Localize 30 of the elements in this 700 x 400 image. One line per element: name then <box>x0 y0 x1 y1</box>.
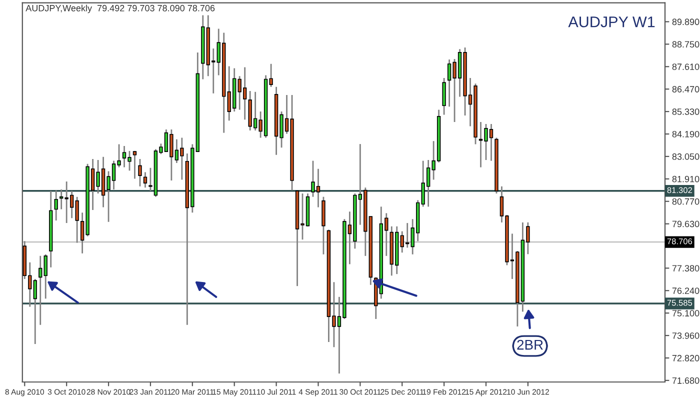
y-tick-label: 89.890 <box>672 18 700 26</box>
y-tick-label: 79.630 <box>672 220 700 228</box>
ref-line-label: 78.706 <box>667 238 692 244</box>
y-tick-label: 87.610 <box>672 64 700 70</box>
ref-line-label: 75.585 <box>667 300 692 306</box>
y-tick-label: 75.100 <box>672 310 700 316</box>
annotation: 2BR <box>517 340 543 350</box>
candlestick <box>132 150 137 180</box>
y-tick-label: 86.470 <box>672 86 700 92</box>
candlestick <box>54 190 58 222</box>
y-tick-label: 76.240 <box>672 288 700 294</box>
text: AUDJPY W1 <box>568 16 655 28</box>
y-tick-label: 83.050 <box>672 153 700 160</box>
candlestick <box>442 77 446 116</box>
y-tick-label: 73.960 <box>672 332 700 339</box>
chart-subtitle: AUDJPY,Weekly 79.492 79.703 78.090 78.706 <box>26 4 215 14</box>
y-tick-label: 84.190 <box>672 130 700 138</box>
ref-line-label: 81.302 <box>667 187 692 194</box>
y-tick-label: 85.330 <box>672 108 700 115</box>
candlestick <box>33 278 37 345</box>
y-tick-label: 71.680 <box>672 377 700 384</box>
y-tick-label: 77.380 <box>672 265 700 272</box>
candlestick <box>44 254 48 300</box>
y-tick-label: 80.770 <box>672 198 700 205</box>
candlestick <box>143 172 148 188</box>
candlestick <box>138 158 142 188</box>
y-tick-label: 72.820 <box>672 354 700 362</box>
y-tick-label: 81.910 <box>672 176 700 182</box>
y-tick-label: 88.750 <box>672 41 700 48</box>
candlestick <box>38 255 42 326</box>
